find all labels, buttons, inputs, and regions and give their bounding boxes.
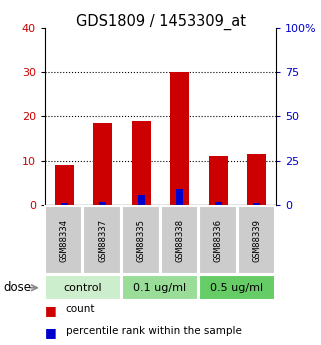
Bar: [170, 72, 189, 205]
Text: ■: ■: [45, 304, 57, 317]
Bar: [253, 204, 260, 205]
Text: ■: ■: [45, 326, 57, 339]
Bar: [209, 156, 228, 205]
Bar: [93, 123, 112, 205]
Text: control: control: [64, 283, 102, 293]
Bar: [100, 202, 106, 205]
Text: 0.5 ug/ml: 0.5 ug/ml: [211, 283, 264, 293]
Bar: [61, 204, 67, 205]
Text: 0.1 ug/ml: 0.1 ug/ml: [134, 283, 187, 293]
Bar: [215, 202, 221, 205]
Bar: [247, 154, 266, 205]
Bar: [55, 165, 74, 205]
Text: GDS1809 / 1453309_at: GDS1809 / 1453309_at: [75, 14, 246, 30]
Text: percentile rank within the sample: percentile rank within the sample: [66, 326, 242, 336]
Text: GSM88339: GSM88339: [252, 219, 261, 262]
Text: GSM88337: GSM88337: [98, 219, 107, 262]
Text: dose: dose: [3, 281, 31, 294]
Text: GSM88335: GSM88335: [137, 219, 146, 262]
Bar: [132, 121, 151, 205]
Bar: [177, 189, 183, 205]
Text: count: count: [66, 304, 95, 314]
Bar: [138, 195, 144, 205]
Text: GSM88338: GSM88338: [175, 219, 184, 262]
Text: GSM88336: GSM88336: [214, 219, 223, 262]
Text: GSM88334: GSM88334: [60, 219, 69, 262]
